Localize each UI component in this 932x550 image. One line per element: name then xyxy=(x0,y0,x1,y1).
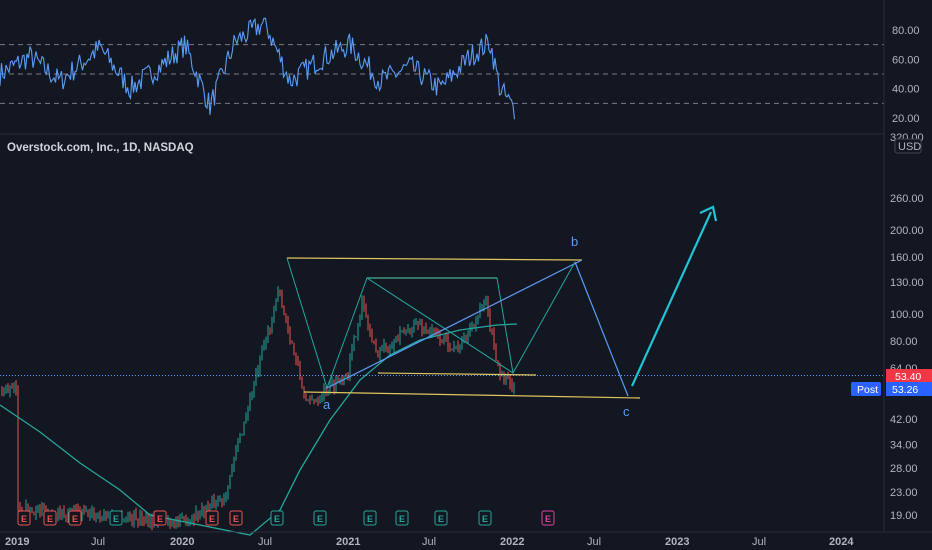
rsi-scale[interactable]: 80.00 60.00 40.00 20.00 xyxy=(892,25,920,125)
earnings-marker[interactable] xyxy=(153,510,167,526)
price-tick-label: 100.00 xyxy=(890,309,924,321)
earnings-marker[interactable] xyxy=(395,510,409,526)
time-axis-label: Jul xyxy=(587,536,601,548)
rsi-panel xyxy=(0,17,884,120)
wave-b-projection-leg[interactable] xyxy=(512,261,576,374)
post-market-label: Post xyxy=(857,384,878,396)
wave-c-leg[interactable] xyxy=(574,261,629,397)
wave-label-b[interactable]: b xyxy=(571,234,578,249)
price-tick-label: 160.00 xyxy=(890,252,924,264)
channel-top-line[interactable] xyxy=(286,257,583,261)
earnings-marker-label: E xyxy=(157,514,163,524)
abc-pattern-lines[interactable] xyxy=(286,257,514,390)
time-axis-label: 2023 xyxy=(665,536,689,548)
currency-badge[interactable] xyxy=(894,138,922,154)
earnings-marker[interactable] xyxy=(43,510,57,526)
inner-channel-bottom[interactable] xyxy=(377,372,537,376)
earnings-marker[interactable] xyxy=(205,510,219,526)
rsi-line xyxy=(0,17,516,120)
earnings-marker-label: E xyxy=(209,514,215,524)
price-tick-label: 28.00 xyxy=(890,463,918,475)
earnings-marker[interactable] xyxy=(17,510,31,526)
earnings-marker[interactable] xyxy=(68,510,82,526)
price-tick-label: 19.00 xyxy=(890,510,918,522)
earnings-marker[interactable] xyxy=(229,510,243,526)
earnings-marker-label: E xyxy=(72,514,78,524)
time-axis-label: 2019 xyxy=(5,536,29,548)
symbol-title[interactable]: Overstock.com, Inc., 1D, NASDAQ xyxy=(7,142,194,154)
earnings-marker[interactable] xyxy=(270,510,284,526)
rsi-tick-label: 80.00 xyxy=(892,25,920,37)
elliott-wave-drawings[interactable]: a b c xyxy=(286,205,718,419)
post-market-badge xyxy=(851,382,881,396)
earnings-marker-label: E xyxy=(233,514,239,524)
earnings-marker[interactable] xyxy=(109,510,123,526)
price-tick-label: 23.00 xyxy=(890,487,918,499)
earnings-marker-label: E xyxy=(317,514,323,524)
time-axis-label: 2022 xyxy=(500,536,524,548)
post-price-value: 53.26 xyxy=(892,384,918,396)
time-axis-label: Jul xyxy=(91,536,105,548)
rsi-tick-label: 60.00 xyxy=(892,54,920,66)
wave-trendline[interactable] xyxy=(326,259,583,389)
price-scale[interactable]: 320.00260.00200.00160.00130.00100.0080.0… xyxy=(890,132,924,522)
time-axis-label: Jul xyxy=(752,536,766,548)
price-tick-label: 130.00 xyxy=(890,277,924,289)
earnings-marker-label: E xyxy=(438,514,444,524)
time-axis-label: 2020 xyxy=(170,536,194,548)
price-tick-label: 80.00 xyxy=(890,336,918,348)
rsi-tick-label: 40.00 xyxy=(892,84,920,96)
wave-label-c[interactable]: c xyxy=(623,404,630,419)
time-axis-label: Jul xyxy=(258,536,272,548)
price-tick-label: 34.00 xyxy=(890,439,918,451)
price-tick-label: 42.00 xyxy=(890,414,918,426)
earnings-marker[interactable] xyxy=(434,510,448,526)
projection-arrow[interactable] xyxy=(630,211,713,387)
last-price-value: 53.40 xyxy=(895,371,921,383)
earnings-marker[interactable] xyxy=(363,510,377,526)
post-price-badge xyxy=(886,382,932,396)
time-axis-label: Jul xyxy=(422,536,436,548)
earnings-marker-label: E xyxy=(47,514,53,524)
time-axis-label: 2024 xyxy=(829,536,854,548)
earnings-marker-label: E xyxy=(21,514,27,524)
earnings-marker[interactable] xyxy=(541,510,555,526)
rsi-tick-label: 20.00 xyxy=(892,113,920,125)
price-tick-label: 260.00 xyxy=(890,193,924,205)
moving-average-line xyxy=(0,323,518,536)
time-axis-label: 2021 xyxy=(336,536,360,548)
earnings-marker-label: E xyxy=(367,514,373,524)
earnings-marker-label: E xyxy=(113,514,119,524)
channel-bottom-line[interactable] xyxy=(303,391,641,399)
earnings-marker[interactable] xyxy=(313,510,327,526)
last-price-badge xyxy=(886,369,932,383)
earnings-marker-label: E xyxy=(399,514,405,524)
projection-arrow-head xyxy=(699,205,718,222)
time-axis[interactable]: 2019 Jul 2020 Jul 2021 Jul 2022 Jul 2023 Jul 2024 xyxy=(5,536,854,548)
price-tick-label: 200.00 xyxy=(890,225,924,237)
wave-label-a[interactable]: a xyxy=(323,397,331,412)
earnings-marker-label: E xyxy=(274,514,280,524)
candles xyxy=(1,286,515,531)
earnings-marker-label: E xyxy=(545,514,551,524)
earnings-marker-label: E xyxy=(482,514,488,524)
earnings-marker[interactable] xyxy=(478,510,492,526)
currency-label: USD xyxy=(898,141,921,153)
